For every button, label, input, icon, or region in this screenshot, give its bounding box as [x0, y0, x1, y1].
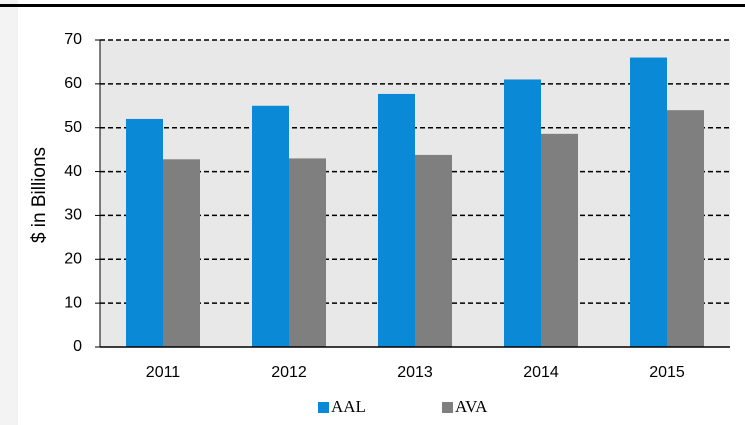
legend-swatch	[318, 402, 329, 413]
legend-label: AVA	[455, 397, 488, 416]
legend: AAL AVA	[318, 397, 488, 416]
bar	[630, 57, 667, 348]
bar	[504, 79, 541, 347]
bar	[252, 105, 289, 348]
y-tick-label: 50	[64, 119, 82, 136]
y-tick-label: 0	[73, 338, 82, 355]
legend-label: AAL	[331, 397, 366, 416]
bar	[415, 154, 452, 347]
y-tick-label: 60	[64, 75, 82, 92]
bar	[163, 159, 200, 347]
legend-swatch	[442, 402, 453, 413]
x-tick-label: 2013	[397, 364, 433, 381]
top-rule	[0, 4, 745, 7]
y-axis-label: $ in Billions	[29, 147, 50, 243]
bar	[289, 158, 326, 347]
bar	[541, 133, 578, 347]
x-tick-label: 2011	[146, 364, 181, 381]
bar	[378, 93, 415, 348]
bar	[667, 110, 704, 348]
y-tick-label: 30	[64, 207, 82, 224]
y-tick-label: 20	[64, 251, 82, 268]
x-tick-label: 2015	[649, 364, 685, 381]
y-tick-label: 10	[64, 294, 82, 311]
side-strip	[0, 0, 18, 425]
x-tick-label: 2014	[523, 364, 559, 381]
bar	[126, 118, 163, 347]
y-tick-label: 40	[64, 163, 82, 180]
y-tick-label: 70	[64, 31, 82, 48]
x-tick-label: 2012	[271, 364, 307, 381]
